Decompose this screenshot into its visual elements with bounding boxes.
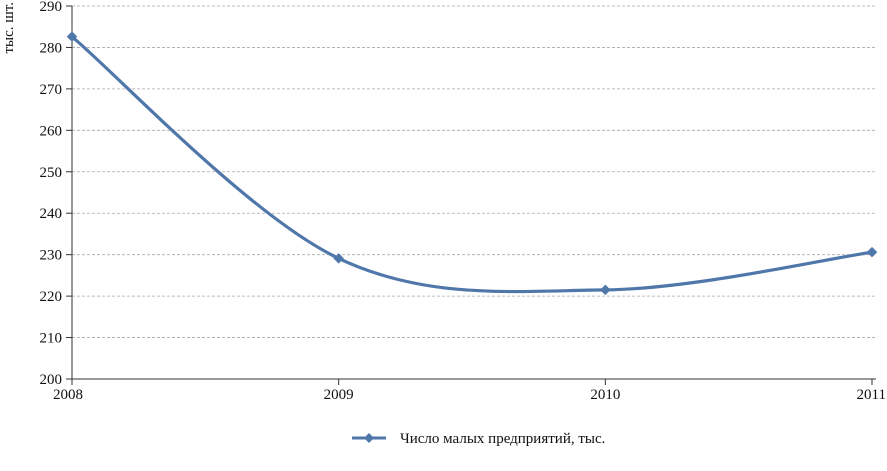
- y-tick-label: 260: [40, 123, 63, 139]
- tick-labels: 200 210 220 230 240 250 260 270 280 290 2008 2009 20…: [1, 0, 886, 403]
- x-tick-label: 2011: [857, 387, 886, 403]
- y-tick-label: 200: [40, 372, 63, 388]
- legend: Число малых предприятий, тыс.: [352, 431, 605, 447]
- y-tick-label: 250: [40, 165, 63, 181]
- x-tick-label: 2010: [590, 387, 620, 403]
- legend-marker: [364, 433, 374, 443]
- data-point: [333, 253, 345, 264]
- y-tick-label: 220: [40, 289, 63, 305]
- y-tick-label: 270: [40, 82, 63, 98]
- legend-label: Число малых предприятий, тыс.: [400, 431, 605, 447]
- series-line: [70, 35, 874, 294]
- x-tick-label: 2009: [324, 387, 354, 403]
- y-tick-label: 210: [40, 331, 63, 347]
- data-point: [66, 31, 78, 43]
- data-point: [866, 246, 878, 258]
- y-tick-label: 280: [40, 40, 63, 56]
- x-tick-label: 2008: [53, 387, 83, 403]
- y-axis-label: тыс. шт.: [1, 2, 17, 54]
- y-tick-label: 230: [40, 248, 63, 264]
- y-tick-label: 290: [40, 0, 63, 15]
- gridlines: [72, 5, 876, 338]
- data-point: [599, 284, 611, 296]
- series-layer: [66, 31, 878, 296]
- y-tick-label: 240: [40, 206, 63, 222]
- axes: [66, 5, 876, 385]
